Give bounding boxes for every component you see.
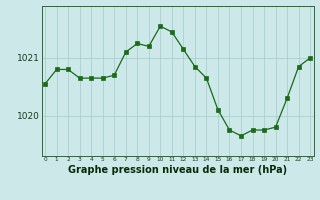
X-axis label: Graphe pression niveau de la mer (hPa): Graphe pression niveau de la mer (hPa) — [68, 165, 287, 175]
